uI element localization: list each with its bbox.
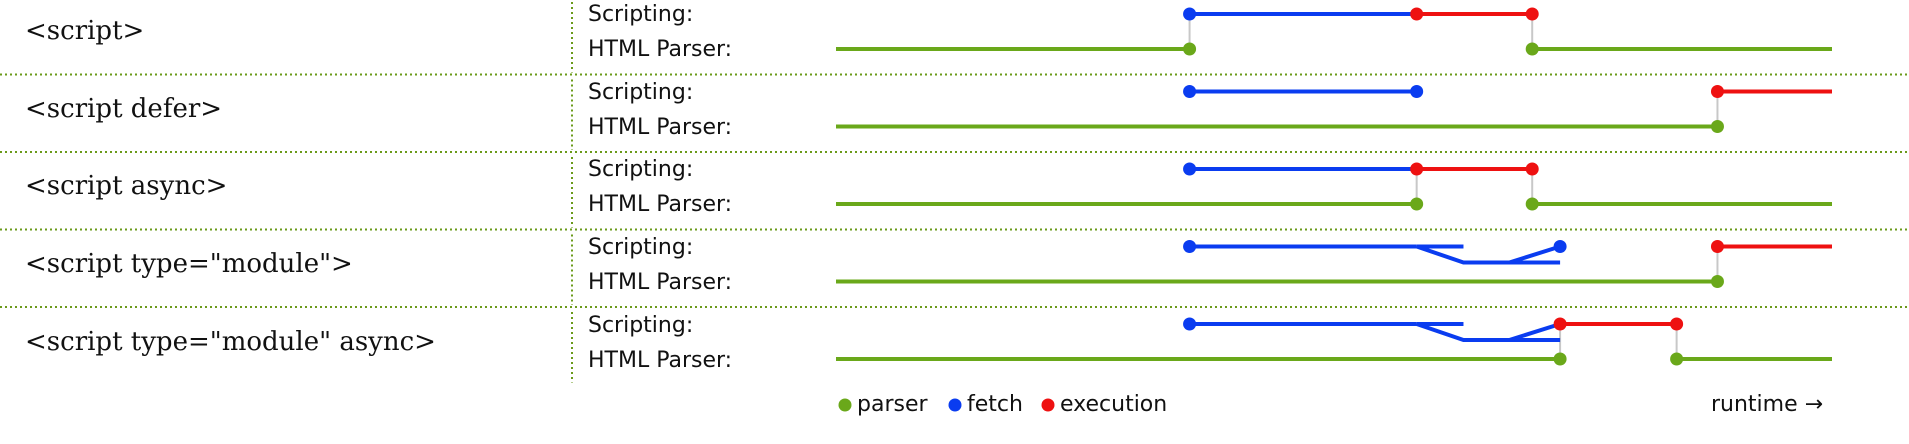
lane-label-html-parser: HTML Parser: [588, 192, 733, 217]
parser-pause-dot [1410, 197, 1424, 211]
fetch-end-dot [1410, 85, 1424, 98]
lane-label-scripting: Scripting: [588, 80, 694, 105]
execution-start-dot [1710, 240, 1724, 253]
legend-parser-dot [838, 398, 852, 412]
execution-start-dot [1553, 317, 1567, 331]
lane-label-scripting: Scripting: [588, 157, 694, 182]
parser-pause-dot [1710, 120, 1724, 133]
row-label-script-defer: <script defer> [25, 94, 223, 124]
fetch-start-dot [1183, 162, 1197, 176]
fetch-start-dot [1183, 7, 1197, 21]
row-label-script-module: <script type="module"> [25, 249, 353, 279]
fetch-end-dot [1553, 240, 1567, 253]
execution-end-dot [1525, 162, 1539, 176]
legend-execution-label: execution [1060, 392, 1168, 417]
parser-pause-dot [1183, 42, 1197, 56]
parser-pause-dot [1710, 275, 1724, 288]
fetch-branch-merge [1508, 322, 1561, 342]
parser-pause-dot [1553, 352, 1567, 366]
fetch-start-dot [1183, 85, 1197, 98]
lane-label-html-parser: HTML Parser: [588, 348, 733, 373]
fetch-start-dot [1183, 317, 1197, 331]
legend-execution-dot [1041, 398, 1055, 412]
legend-runtime-label: runtime → [1711, 392, 1824, 417]
parser-resume-dot [1525, 197, 1539, 211]
parser-resume-dot [1525, 42, 1539, 56]
fetch-branch-lower [1416, 244, 1561, 265]
execution-start-dot [1710, 85, 1724, 98]
legend-fetch-label: fetch [967, 392, 1023, 417]
execution-start-dot [1410, 162, 1424, 176]
lane-label-html-parser: HTML Parser: [588, 270, 733, 295]
parser-resume-dot [1670, 352, 1684, 366]
execution-end-dot [1670, 317, 1684, 331]
fetch-branch-merge [1508, 244, 1561, 265]
lane-label-scripting: Scripting: [588, 2, 694, 27]
lane-label-html-parser: HTML Parser: [588, 115, 733, 140]
lane-label-scripting: Scripting: [588, 235, 694, 260]
legend-fetch-dot [948, 398, 962, 412]
row-label-script-module-async: <script type="module" async> [25, 327, 436, 357]
execution-end-dot [1525, 7, 1539, 21]
fetch-branch-lower [1416, 322, 1561, 342]
lane-label-html-parser: HTML Parser: [588, 37, 733, 62]
row-label-script: <script> [25, 16, 145, 46]
execution-start-dot [1410, 7, 1424, 21]
lane-label-scripting: Scripting: [588, 313, 694, 338]
row-label-script-async: <script async> [25, 171, 228, 201]
fetch-start-dot [1183, 240, 1197, 253]
legend-parser-label: parser [857, 392, 928, 417]
